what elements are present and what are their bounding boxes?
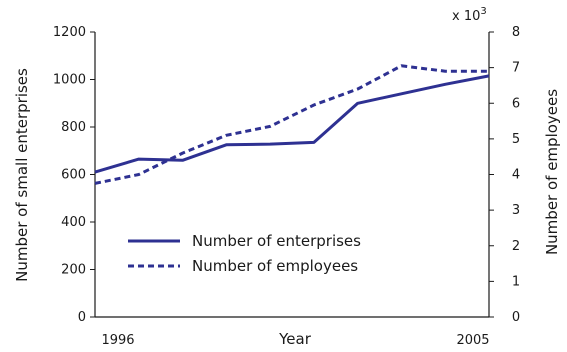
series-layer [94, 64, 490, 185]
right-axis-multiplier-exponent: 3 [480, 6, 486, 17]
left-tick-label: 1200 [53, 25, 86, 40]
left-tick-label: 0 [78, 310, 86, 325]
right-axis-title: Number of employees [543, 89, 561, 255]
right-axis-ticks: 0 1 2 3 4 5 6 7 8 [489, 25, 520, 325]
right-tick-label: 3 [512, 203, 520, 218]
left-axis-title: Number of small enterprises [13, 68, 31, 282]
right-tick-label: 6 [512, 96, 520, 111]
right-tick-label: 7 [512, 61, 520, 76]
x-tick-label-start: 1996 [101, 333, 134, 348]
right-tick-label: 2 [512, 239, 520, 254]
legend-label-employees: Number of employees [192, 257, 358, 275]
right-axis-multiplier: x 103 [452, 6, 487, 24]
right-tick-label: 4 [512, 168, 520, 183]
right-tick-label: 1 [512, 274, 520, 289]
series-line-enterprises [94, 74, 490, 174]
x-tick-label-end: 2005 [456, 333, 489, 348]
chart-legend: Number of enterprises Number of employee… [128, 232, 361, 275]
left-tick-label: 200 [61, 263, 86, 278]
right-tick-label: 5 [512, 132, 520, 147]
left-tick-label: 600 [61, 168, 86, 183]
x-axis-ticks: 1996 2005 [101, 333, 489, 348]
x-axis-title: Year [278, 330, 312, 348]
left-tick-label: 800 [61, 120, 86, 135]
right-axis-multiplier-base: x 10 [452, 9, 480, 24]
left-tick-label: 400 [61, 215, 86, 230]
legend-label-enterprises: Number of enterprises [192, 232, 361, 250]
series-line-employees [94, 64, 489, 185]
left-tick-label: 1000 [53, 73, 86, 88]
right-tick-label: 0 [512, 310, 520, 325]
right-tick-label: 8 [512, 25, 520, 40]
left-axis-ticks: 0 200 400 600 800 1000 1200 [53, 25, 95, 325]
